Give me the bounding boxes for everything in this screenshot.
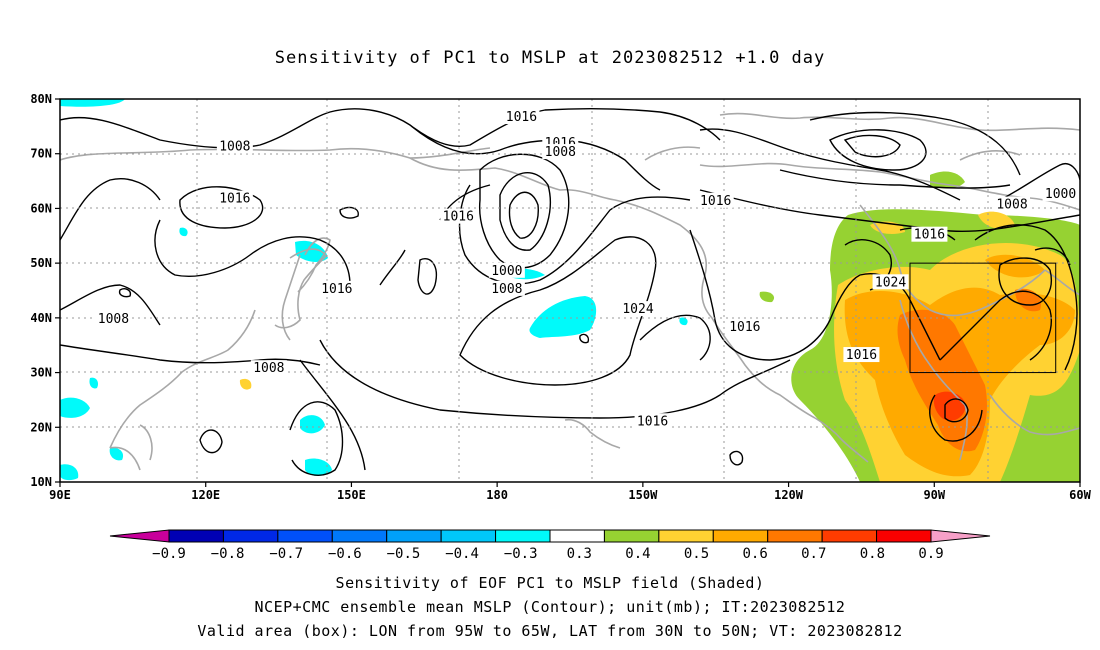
contour-label: 1000 — [1045, 187, 1076, 202]
colorbar-label: 0.3 — [567, 546, 592, 562]
caption-line-2: NCEP+CMC ensemble mean MSLP (Contour); u… — [254, 598, 846, 616]
lat-tick-label: 50N — [30, 256, 52, 270]
valid-area-box — [909, 262, 1057, 374]
contour-label: 1008 — [491, 282, 522, 297]
lon-tick-label: 120E — [191, 488, 220, 502]
contour-label-bg — [216, 138, 253, 154]
contour-label: 1016 — [443, 210, 474, 225]
contour-labels: 1016 1016 1008 1008 1016 1016 1016 1000 1008 1016… — [95, 109, 1079, 429]
plot-frame — [59, 98, 1081, 483]
lat-tick-label: 70N — [30, 147, 52, 161]
colorbar-bin — [331, 529, 388, 543]
contour-label: 1016 — [914, 228, 945, 243]
colorbar-label: 0.4 — [625, 546, 650, 562]
lon-tick-label: 60W — [1069, 488, 1091, 502]
colorbar-label: −0.7 — [269, 546, 303, 562]
colorbar-label: −0.6 — [328, 546, 362, 562]
lat-tick-label: 80N — [30, 92, 52, 106]
colorbar-bin — [222, 529, 279, 543]
colorbar-end-positive — [930, 529, 991, 543]
colorbar-bin — [821, 529, 878, 543]
colorbar-bin — [277, 529, 333, 543]
lon-tick-label: 180 — [486, 488, 508, 502]
latitude-axis: 80N 70N 60N 50N 40N 30N 20N 10N — [30, 92, 60, 489]
colorbar-bin — [876, 529, 932, 543]
colorbar-bin — [603, 529, 660, 543]
colorbar-label: 0.5 — [684, 546, 709, 562]
colorbar-label: −0.3 — [504, 546, 538, 562]
contour-label: 1016 — [219, 192, 250, 207]
contour-label-bg — [542, 144, 579, 160]
contour-label-bg — [994, 196, 1030, 212]
lon-tick-label: 150E — [337, 488, 366, 502]
map-title: Sensitivity of PC1 to MSLP at 2023082512… — [274, 48, 826, 68]
contour-label-bg — [488, 262, 525, 278]
colorbar-bin — [440, 529, 497, 543]
colorbar-label: −0.9 — [152, 546, 186, 562]
lon-tick-label: 90W — [923, 488, 945, 502]
lon-tick-label: 120W — [774, 488, 804, 502]
longitude-axis: 90E 120E 150E 180 150W 120W 90W 60W — [49, 482, 1092, 502]
contour-label: 1024 — [622, 302, 653, 317]
contour-label: 1016 — [321, 282, 352, 297]
lon-tick-label: 90E — [49, 488, 71, 502]
contour-label-bg — [95, 310, 132, 326]
lat-tick-label: 40N — [30, 311, 52, 325]
contour-label-bg — [318, 280, 355, 296]
positive-sensitivity-shading — [239, 171, 1080, 482]
colorbar-bin — [386, 529, 442, 543]
contour-label: 1016 — [506, 110, 537, 125]
colorbar: −0.9 −0.8 −0.7 −0.6 −0.5 −0.4 −0.3 0.3 0.4 0.5 0.6… — [109, 529, 991, 562]
contour-label-bg — [216, 190, 253, 206]
contour-label: 1000 — [491, 264, 522, 279]
caption-line-3: Valid area (box): LON from 95W to 65W, L… — [197, 622, 903, 640]
colorbar-label: −0.5 — [387, 546, 421, 562]
contour-label-bg — [634, 413, 671, 429]
contour-label: 1008 — [545, 145, 576, 160]
colorbar-label: 0.6 — [743, 546, 768, 562]
contour-label-bg — [440, 208, 477, 224]
colorbar-label: −0.4 — [445, 546, 479, 562]
coastlines — [60, 112, 1080, 471]
contour-label: 1008 — [996, 198, 1027, 213]
negative-sensitivity-shading — [60, 99, 688, 481]
colorbar-bin — [658, 529, 714, 543]
lat-tick-label: 30N — [30, 366, 52, 380]
lon-tick-label: 150W — [628, 488, 658, 502]
lat-tick-label: 10N — [30, 475, 52, 489]
lat-tick-label: 60N — [30, 201, 52, 215]
contour-label-bg — [1042, 186, 1079, 202]
contour-label-bg — [503, 109, 540, 125]
colorbar-label: 0.9 — [918, 546, 943, 562]
contour-label-bg — [697, 192, 734, 208]
contour-label: 1008 — [219, 140, 250, 155]
lat-tick-label: 20N — [30, 420, 52, 434]
caption-line-1: Sensitivity of EOF PC1 to MSLP field (Sh… — [335, 574, 765, 592]
colorbar-label: 0.8 — [860, 546, 885, 562]
colorbar-bin — [549, 529, 605, 543]
contour-label-bg — [843, 347, 880, 363]
colorbar-bin — [767, 529, 823, 543]
colorbar-bin — [712, 529, 769, 543]
mslp-contours — [60, 108, 1080, 476]
contour-label: 1016 — [729, 320, 760, 335]
contour-label: 1008 — [253, 361, 284, 376]
contour-label: 1016 — [637, 414, 668, 429]
contour-label: 1008 — [98, 312, 129, 327]
contour-label-bg — [911, 226, 948, 242]
contour-label-bg — [620, 301, 656, 317]
colorbar-label: −0.8 — [211, 546, 245, 562]
contour-label-bg — [250, 360, 287, 376]
contour-label: 1016 — [846, 348, 877, 363]
contour-label-bg — [488, 280, 525, 296]
colorbar-label: 0.7 — [801, 546, 826, 562]
colorbar-bin — [168, 529, 224, 543]
contour-label-bg — [872, 274, 909, 290]
colorbar-bin — [495, 529, 551, 543]
contour-label-bg — [726, 319, 763, 335]
contour-label: 1016 — [700, 194, 731, 209]
colorbar-end-negative — [109, 529, 170, 543]
contour-label: 1024 — [875, 275, 906, 290]
